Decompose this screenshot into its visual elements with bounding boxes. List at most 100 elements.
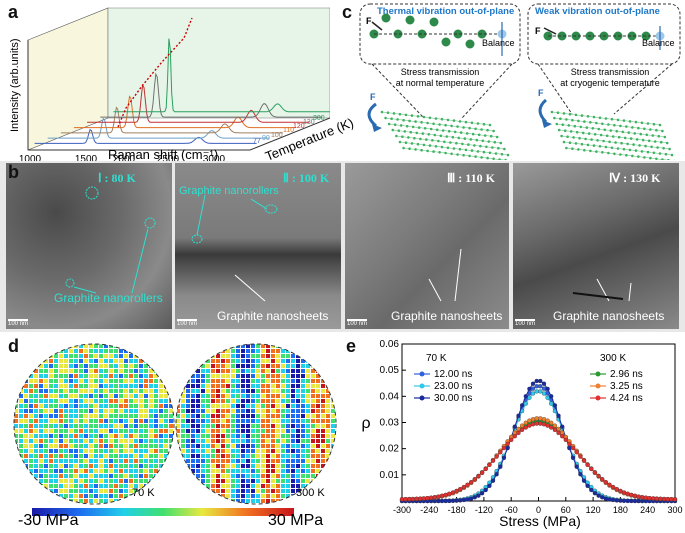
e-data-point [534, 378, 539, 384]
cryogenic-caption-1: Stress transmission [570, 67, 650, 77]
raman-temp-label: 300 [313, 115, 325, 122]
e-data-point [538, 378, 543, 384]
e-data-point [421, 496, 426, 501]
e-data-point [578, 454, 583, 459]
tem-caption: Graphite nanosheets [217, 309, 329, 323]
e-data-point [476, 493, 481, 498]
raman-temp-labels: 77 90 100 110 120 130 300 [253, 115, 325, 145]
e-data-point [556, 430, 561, 436]
e-data-point [629, 492, 634, 498]
e-data-point [436, 494, 441, 499]
e-data-point [527, 395, 532, 400]
e-data-point [665, 496, 670, 502]
e-y-tick: 0.02 [380, 444, 400, 455]
e-data-point [407, 496, 412, 502]
e-data-point [600, 477, 605, 482]
e-data-point [534, 421, 539, 426]
e-data-point [530, 386, 536, 391]
e-data-point [516, 430, 521, 436]
e-legend-group-300k: 300 K [600, 353, 626, 364]
e-data-point [483, 487, 488, 493]
e-data-point [552, 423, 558, 428]
raman-y-axis-label: Intensity (arb.units) [9, 38, 21, 132]
e-data-point [516, 426, 521, 432]
stress-maps [13, 343, 337, 516]
e-data-point [534, 384, 539, 389]
force-label: F [538, 88, 544, 98]
e-legend-label: 3.25 ns [610, 381, 643, 392]
panel-label-e: e [346, 336, 357, 356]
e-legend-label: 30.00 ns [434, 393, 472, 404]
e-data-point [530, 422, 536, 427]
e-data-point [450, 490, 456, 495]
raman-g-guide [117, 17, 193, 128]
e-data-point [538, 416, 543, 421]
e-data-point [589, 487, 594, 493]
e-data-point [523, 420, 528, 425]
e-data-point [509, 437, 514, 443]
raman-temp-label: 100 [271, 132, 283, 139]
e-data-point [647, 495, 652, 501]
tem-caption: Graphite nanosheets [391, 309, 503, 323]
e-data-point [610, 497, 616, 503]
e-data-point [549, 420, 554, 425]
e-data-point [530, 391, 536, 396]
e-data-point [523, 425, 528, 430]
e-data-point [447, 498, 452, 504]
raman-temp-label: 110 [283, 127, 294, 134]
e-y-tick: 0.05 [380, 365, 400, 376]
raman-series-line [60, 106, 283, 134]
atom-icon [429, 17, 439, 27]
e-data-point [443, 498, 448, 504]
e-x-tick: 180 [613, 505, 628, 515]
e-data-point [527, 418, 532, 423]
e-data-point [607, 497, 612, 502]
e-legend-label: 12.00 ns [434, 369, 472, 380]
e-data-point [651, 496, 656, 501]
colorbar-max: 30 MPa [268, 512, 324, 529]
e-legend-marker [595, 395, 601, 401]
e-data-point [519, 423, 525, 428]
e-x-tick: 240 [640, 505, 655, 515]
e-data-point [585, 462, 590, 468]
stress-schematic [359, 3, 681, 160]
colorbar [32, 508, 294, 516]
e-legend-marker [419, 395, 425, 401]
e-data-point [436, 498, 441, 504]
tem-image-80k: Ⅰ : 80 K Graphite nanorollers 100 nm [6, 163, 172, 329]
e-data-point [469, 496, 474, 501]
e-data-point [450, 498, 456, 503]
e-data-point [498, 464, 503, 469]
e-data-point [439, 498, 445, 504]
e-data-point [538, 421, 543, 426]
normal-caption-2: at normal temperature [395, 78, 485, 88]
e-data-point [541, 381, 547, 386]
e-data-point [618, 498, 623, 503]
e-x-tick: -300 [393, 505, 411, 515]
e-data-point [643, 495, 649, 500]
e-data-point [567, 445, 572, 451]
e-data-point [505, 445, 510, 451]
atom-icon [381, 13, 391, 23]
raman-back-plane [107, 7, 330, 119]
e-data-point [545, 395, 550, 400]
e-data-point [640, 495, 645, 500]
e-data-point [403, 497, 408, 502]
e-y-tick: 0.06 [380, 339, 400, 350]
raman-series-line [47, 117, 270, 139]
force-label: F [366, 16, 372, 26]
e-data-point [399, 497, 405, 502]
colorbar-min: -30 MPa [18, 512, 79, 529]
raman-series-line [100, 72, 323, 118]
e-data-point [461, 484, 467, 490]
e-data-point [479, 470, 485, 475]
e-data-point [534, 416, 539, 421]
e-data-point [567, 441, 572, 447]
e-data-point [672, 497, 678, 502]
raman-x-tick: 2500 [157, 154, 180, 165]
e-data-point [461, 497, 467, 503]
scale-bar: 100 nm [515, 321, 536, 327]
e-data-point [494, 454, 499, 459]
e-data-point [443, 492, 448, 498]
e-y-tick: 0.04 [380, 391, 400, 402]
